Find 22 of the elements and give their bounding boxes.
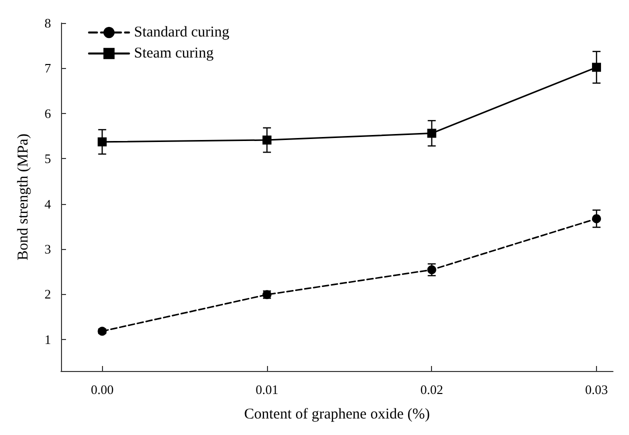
x-axis-title: Content of graphene oxide (%) [244, 406, 430, 422]
x-tick-label: 0.01 [256, 382, 278, 397]
x-tick-label: 0.03 [585, 382, 608, 397]
y-tick-label: 8 [44, 16, 51, 30]
point [262, 136, 272, 145]
point [592, 62, 602, 72]
y-tick-label: 5 [44, 151, 51, 166]
y-tick-label: 6 [44, 106, 52, 121]
y-tick-label: 3 [44, 241, 51, 256]
point [98, 137, 107, 146]
x-tick-label: 0.00 [90, 382, 114, 397]
y-tick-label: 1 [44, 332, 51, 347]
y-axis-title: Bond strength (MPa) [16, 134, 32, 260]
legend-label: Steam curing [134, 46, 214, 62]
y-tick-label: 4 [44, 196, 52, 212]
y-tick-label: 7 [44, 60, 52, 76]
point [592, 214, 602, 224]
x-tick-label: 0.02 [420, 382, 444, 397]
point [427, 265, 436, 274]
legend-label: Standard curing [134, 24, 230, 40]
y-tick-label: 2 [44, 286, 51, 302]
point [427, 128, 436, 138]
